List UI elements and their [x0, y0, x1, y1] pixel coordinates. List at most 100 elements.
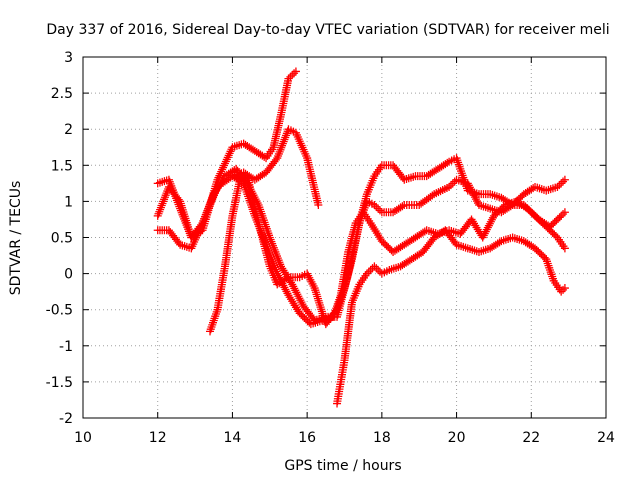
series-track-f: [333, 226, 569, 408]
interpolated-point: [290, 69, 299, 78]
interpolated-point: [314, 296, 323, 305]
x-tick-label: 18: [373, 430, 391, 446]
interpolated-point: [559, 177, 568, 186]
data-point: [362, 269, 371, 278]
interpolated-point: [367, 221, 376, 230]
interpolated-point: [278, 264, 287, 273]
interpolated-point: [293, 305, 302, 314]
interpolated-point: [557, 179, 566, 188]
interpolated-point: [285, 276, 294, 285]
interpolated-point: [290, 301, 299, 310]
interpolated-point: [559, 285, 568, 294]
interpolated-point: [474, 227, 483, 236]
x-tick-label: 14: [224, 430, 242, 446]
interpolated-point: [372, 202, 381, 211]
interpolated-point: [286, 295, 295, 304]
axis-ticks: 10 12 14 16 18 20 22 24 -2 -1.5 -1 -0.5 0 0.5 1 1.5 2 2.5…: [46, 50, 615, 446]
interpolated-point: [472, 223, 481, 232]
interpolated-point: [279, 266, 288, 275]
interpolated-point: [288, 71, 297, 80]
y-tick-label: -1.5: [46, 375, 73, 391]
interpolated-point: [473, 225, 482, 234]
data-point: [370, 262, 379, 271]
interpolated-point: [317, 307, 326, 316]
x-axis-label: GPS time / hours: [284, 458, 401, 474]
data-point: [553, 182, 562, 191]
interpolated-point: [495, 238, 504, 247]
interpolated-point: [470, 219, 479, 228]
data-point: [366, 219, 375, 228]
interpolated-point: [555, 181, 564, 190]
y-tick-label: -1: [59, 339, 73, 355]
interpolated-point: [369, 223, 378, 232]
interpolated-point: [443, 158, 452, 167]
interpolated-point: [217, 178, 226, 187]
interpolated-point: [286, 72, 295, 81]
y-tick-label: -0.5: [46, 303, 73, 319]
interpolated-point: [315, 301, 324, 310]
interpolated-point: [281, 270, 290, 279]
x-tick-label: 10: [74, 430, 92, 446]
x-tick-label: 24: [597, 430, 615, 446]
interpolated-point: [398, 202, 407, 211]
interpolated-point: [555, 213, 564, 222]
y-axis-label: SDTVAR / TECUs: [8, 181, 24, 296]
interpolated-point: [212, 186, 221, 195]
interpolated-point: [371, 227, 380, 236]
interpolated-point: [312, 290, 321, 299]
data-point: [284, 74, 293, 83]
interpolated-point: [284, 274, 293, 283]
interpolated-point: [313, 294, 322, 303]
data-point: [291, 67, 300, 76]
data-point: [560, 244, 569, 253]
data-point: [467, 215, 476, 224]
y-tick-label: -2: [59, 411, 73, 427]
data-point: [560, 284, 569, 293]
interpolated-point: [468, 217, 477, 226]
interpolated-point: [213, 184, 222, 193]
interpolated-point: [280, 268, 289, 277]
interpolated-point: [253, 199, 262, 208]
interpolated-point: [315, 298, 324, 307]
y-tick-label: 1.5: [51, 158, 73, 174]
y-tick-label: 0.5: [51, 231, 73, 247]
interpolated-point: [448, 179, 457, 188]
data-point: [557, 287, 566, 296]
interpolated-point: [214, 182, 223, 191]
interpolated-point: [364, 267, 373, 276]
interpolated-point: [210, 188, 219, 197]
interpolated-point: [428, 191, 437, 200]
x-tick-label: 12: [149, 430, 167, 446]
y-tick-label: 0: [64, 267, 73, 283]
interpolated-point: [372, 229, 381, 238]
interpolated-point: [288, 297, 297, 306]
interpolated-point: [317, 305, 326, 314]
interpolated-point: [374, 231, 383, 240]
y-tick-label: 1: [64, 194, 73, 210]
plot-frame: [82, 56, 607, 419]
series-track-e: [228, 172, 569, 329]
y-tick-label: 3: [64, 50, 73, 66]
interpolated-point: [559, 210, 568, 219]
interpolated-point: [446, 181, 455, 190]
interpolated-point: [283, 272, 292, 281]
interpolated-point: [372, 264, 381, 273]
interpolated-point: [291, 303, 300, 312]
x-tick-label: 20: [448, 430, 466, 446]
grid-lines: [83, 57, 606, 418]
y-tick-label: 2: [64, 122, 73, 138]
interpolated-point: [285, 293, 294, 302]
interpolated-point: [218, 176, 227, 185]
interpolated-point: [375, 233, 384, 242]
data-point: [284, 291, 293, 300]
data-points: [153, 67, 569, 408]
interpolated-point: [289, 299, 298, 308]
data-point: [314, 201, 323, 210]
interpolated-point: [374, 204, 383, 213]
interpolated-point: [215, 180, 224, 189]
data-point: [445, 182, 454, 191]
y-tick-label: 2.5: [51, 86, 73, 102]
data-point: [370, 201, 379, 210]
data-point: [276, 262, 285, 271]
